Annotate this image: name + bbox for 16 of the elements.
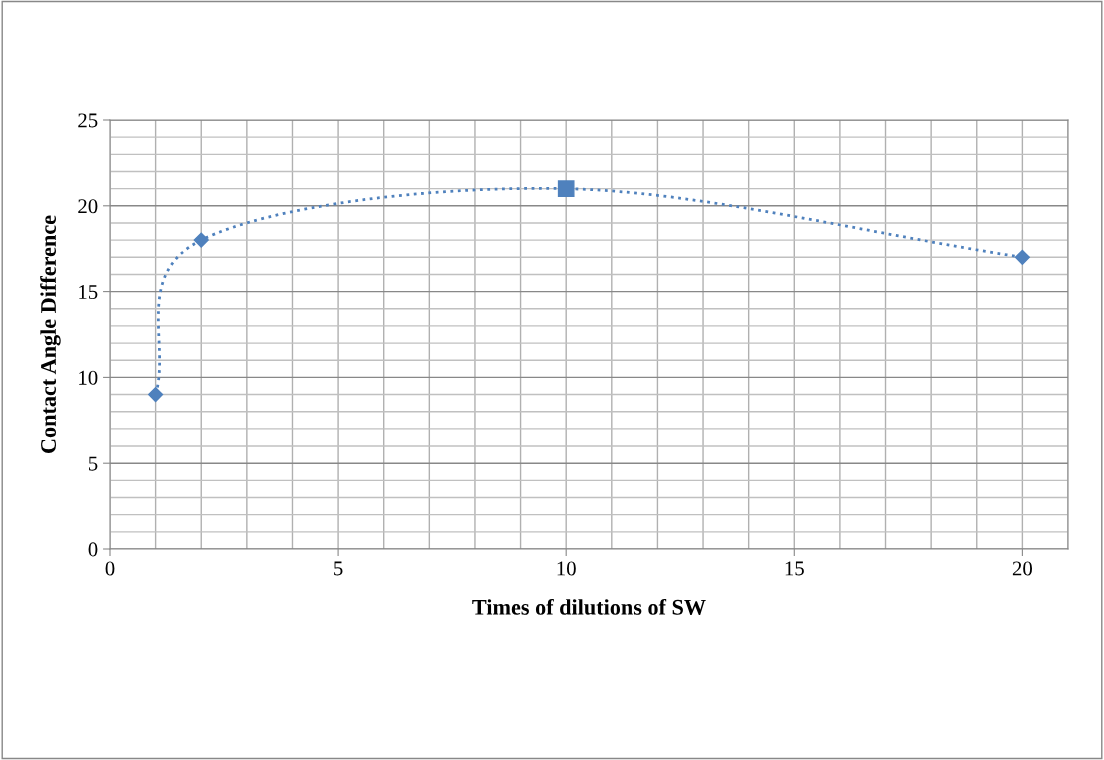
x-tick-label: 20 bbox=[1012, 561, 1032, 576]
x-axis-title: Times of dilutions of SW bbox=[472, 598, 706, 615]
y-tick-label: 15 bbox=[79, 285, 98, 300]
x-tick-label: 0 bbox=[105, 561, 115, 576]
x-tick-label: 5 bbox=[334, 561, 343, 576]
y-tick-label: 5 bbox=[88, 456, 98, 471]
y-axis-title: Contact Angle Difference bbox=[40, 215, 61, 453]
point bbox=[1014, 249, 1030, 265]
y-tick-label: 20 bbox=[78, 199, 98, 214]
x-tick-label: 15 bbox=[785, 561, 804, 576]
point bbox=[193, 232, 209, 248]
y-tick-label: 10 bbox=[79, 370, 98, 385]
x-tick-label: 10 bbox=[557, 561, 576, 576]
point bbox=[148, 386, 164, 403]
y-tick-label: 0 bbox=[88, 542, 98, 557]
y-tick-label: 25 bbox=[78, 113, 98, 128]
